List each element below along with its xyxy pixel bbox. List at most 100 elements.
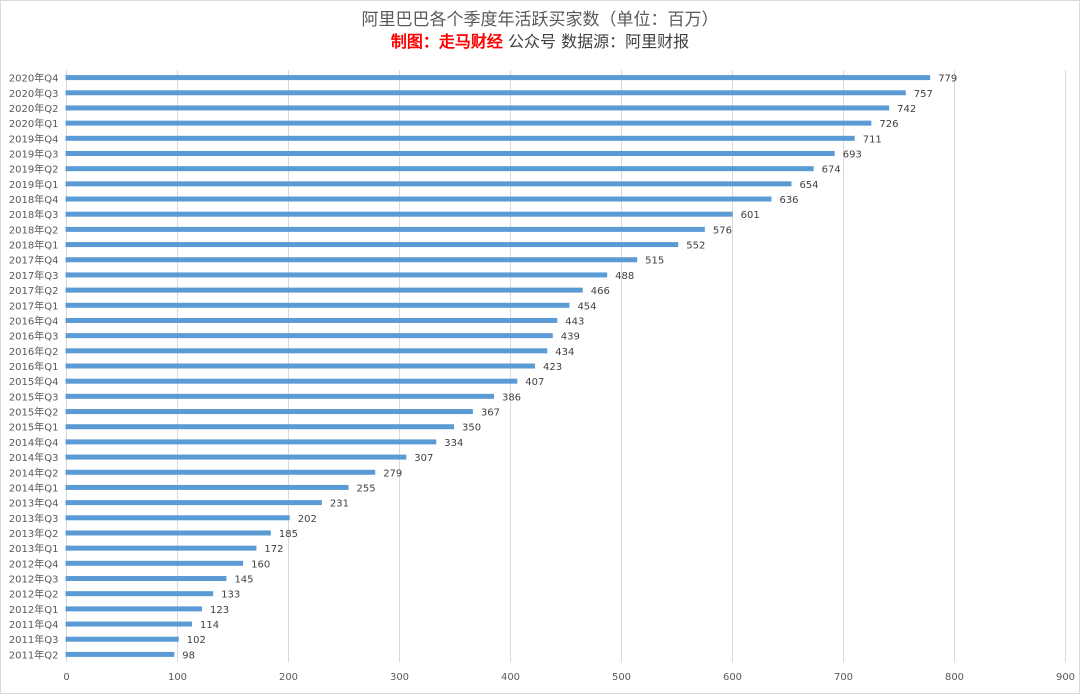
bar <box>65 257 638 263</box>
data-label: 711 <box>863 134 882 145</box>
data-label: 160 <box>251 559 270 570</box>
data-label: 674 <box>822 165 841 176</box>
bar <box>65 484 349 490</box>
bar <box>65 242 679 248</box>
bar <box>65 378 518 384</box>
x-tick-label: 700 <box>834 672 853 683</box>
x-tick-label: 500 <box>612 672 631 683</box>
y-axis-labels: 2020年Q4 2020年Q3 2020年Q2 2020年Q1 2019年Q4 2019年… <box>9 72 59 662</box>
data-label: 654 <box>799 180 818 191</box>
data-label: 185 <box>279 529 298 540</box>
y-tick-label: 2012年Q3 <box>9 573 59 586</box>
y-tick-label: 2013年Q2 <box>9 527 59 540</box>
y-tick-label: 2018年Q4 <box>9 193 59 206</box>
bar <box>65 500 322 506</box>
data-label: 742 <box>897 104 916 115</box>
y-tick-label: 2014年Q4 <box>9 436 59 449</box>
data-label: 407 <box>525 377 544 388</box>
y-tick-label: 2011年Q2 <box>9 648 59 661</box>
y-tick-label: 2012年Q4 <box>9 557 59 570</box>
data-label: 443 <box>565 316 584 327</box>
bar <box>65 226 705 232</box>
bar <box>65 530 271 536</box>
bar <box>65 409 473 415</box>
y-tick-label: 2015年Q1 <box>9 421 59 434</box>
data-label: 202 <box>298 514 317 525</box>
x-tick-label: 100 <box>168 672 187 683</box>
y-tick-label: 2019年Q4 <box>9 132 59 145</box>
y-tick-label: 2015年Q2 <box>9 406 59 419</box>
data-label: 133 <box>221 590 240 601</box>
bars <box>65 75 931 657</box>
y-tick-label: 2015年Q4 <box>9 375 59 388</box>
bar <box>65 75 931 81</box>
credit-text: 制图：走马财经 <box>390 32 503 51</box>
y-tick-label: 2020年Q4 <box>9 72 59 85</box>
data-label: 439 <box>561 332 580 343</box>
data-label: 636 <box>779 195 798 206</box>
bar <box>65 606 203 612</box>
y-tick-label: 2018年Q2 <box>9 223 59 236</box>
bar <box>65 621 193 627</box>
bar <box>65 439 437 445</box>
bar <box>65 211 733 217</box>
data-label: 102 <box>187 635 206 646</box>
bar <box>65 150 835 156</box>
bar <box>65 333 553 339</box>
data-label: 726 <box>879 119 898 130</box>
data-label: 386 <box>502 392 521 403</box>
chart-subtitle: 制图：走马财经 公众号 数据源：阿里财报 <box>0 32 1080 52</box>
y-tick-label: 2020年Q1 <box>9 117 59 130</box>
data-label: 307 <box>414 453 433 464</box>
bar <box>65 196 772 202</box>
bar <box>65 363 536 369</box>
y-tick-label: 2016年Q4 <box>9 314 59 327</box>
y-tick-label: 2017年Q3 <box>9 269 59 282</box>
bar <box>65 287 583 293</box>
source-text: 公众号 数据源：阿里财报 <box>502 32 690 51</box>
y-tick-label: 2016年Q2 <box>9 345 59 358</box>
y-tick-label: 2013年Q3 <box>9 512 59 525</box>
data-label: 576 <box>713 225 732 236</box>
chart-title: 阿里巴巴各个季度年活跃买家数（单位：百万） <box>361 10 719 30</box>
bar <box>65 181 792 187</box>
y-tick-label: 2015年Q3 <box>9 390 59 403</box>
y-tick-label: 2011年Q4 <box>9 618 59 631</box>
x-tick-label: 600 <box>723 672 742 683</box>
data-label: 350 <box>462 423 481 434</box>
y-tick-label: 2020年Q2 <box>9 102 59 115</box>
bar <box>65 576 227 582</box>
y-tick-label: 2017年Q1 <box>9 299 59 312</box>
data-label: 334 <box>444 438 463 449</box>
y-tick-label: 2011年Q3 <box>9 633 59 646</box>
bar <box>65 348 548 354</box>
y-tick-label: 2012年Q1 <box>9 603 59 616</box>
y-tick-label: 2017年Q4 <box>9 254 59 267</box>
data-label: 757 <box>914 89 933 100</box>
y-tick-label: 2019年Q1 <box>9 178 59 191</box>
data-label: 515 <box>645 256 664 267</box>
data-label: 114 <box>200 620 219 631</box>
bar <box>65 105 890 111</box>
data-label: 779 <box>938 74 957 85</box>
data-label: 123 <box>210 605 229 616</box>
bar <box>65 651 175 657</box>
data-label: 466 <box>591 286 610 297</box>
bar <box>65 120 872 126</box>
y-tick-label: 2012年Q2 <box>9 588 59 601</box>
x-tick-label: 800 <box>945 672 964 683</box>
x-axis-labels: 0 100 200 300 400 500 600 700 800 900 <box>63 672 1075 683</box>
y-tick-label: 2014年Q2 <box>9 466 59 479</box>
data-label: 423 <box>543 362 562 373</box>
bar <box>65 317 558 323</box>
data-label: 98 <box>182 650 195 661</box>
data-label: 231 <box>330 499 349 510</box>
data-label: 601 <box>741 210 760 221</box>
y-tick-label: 2018年Q1 <box>9 239 59 252</box>
bar <box>65 591 214 597</box>
data-label: 279 <box>383 468 402 479</box>
x-tick-label: 200 <box>279 672 298 683</box>
bar <box>65 302 570 308</box>
